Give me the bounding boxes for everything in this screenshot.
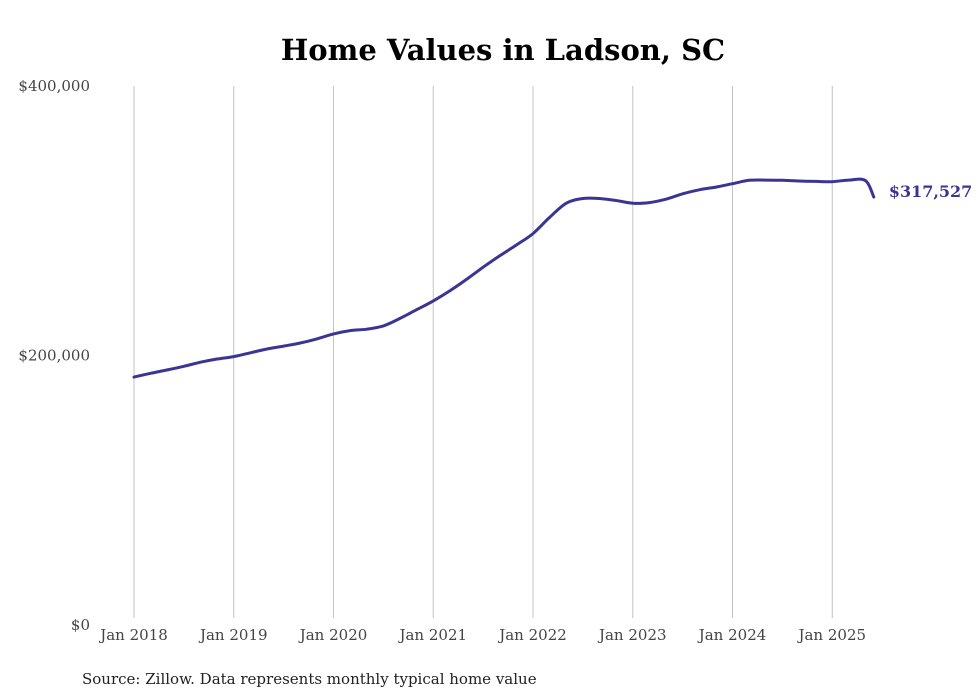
x-axis-ticks: Jan 2018 Jan 2019 Jan 2020 Jan 2021 Jan 2022…: [98, 626, 866, 644]
x-tick-label: Jan 2022: [497, 626, 567, 644]
y-tick-label: $200,000: [18, 347, 90, 365]
latest-value-label: $317,527: [889, 182, 973, 201]
y-tick-label: $0: [71, 616, 90, 634]
x-tick-label: Jan 2024: [697, 626, 767, 644]
x-tick-label: Jan 2018: [98, 626, 168, 644]
chart-title: Home Values in Ladson, SC: [281, 33, 725, 67]
home-value-line: [132, 177, 876, 379]
source-note: Source: Zillow. Data represents monthly …: [82, 670, 537, 688]
x-tick-label: Jan 2020: [298, 626, 368, 644]
vertical-gridlines: [133, 86, 833, 618]
y-tick-label: $400,000: [18, 77, 90, 95]
x-tick-label: Jan 2019: [198, 626, 268, 644]
x-tick-label: Jan 2021: [397, 626, 467, 644]
y-axis-ticks: $0 $200,000 $400,000: [18, 77, 90, 634]
x-tick-label: Jan 2025: [796, 626, 866, 644]
x-tick-label: Jan 2023: [597, 626, 667, 644]
